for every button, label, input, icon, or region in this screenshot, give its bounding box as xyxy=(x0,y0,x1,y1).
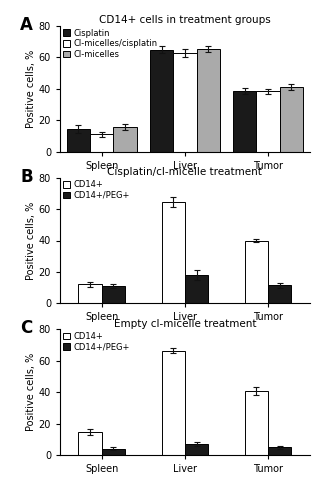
Bar xyxy=(90,134,113,152)
Bar xyxy=(197,49,220,152)
Bar xyxy=(245,240,268,304)
Bar xyxy=(67,129,90,152)
Bar xyxy=(233,91,256,152)
Y-axis label: Positive cells, %: Positive cells, % xyxy=(26,353,36,432)
Bar xyxy=(102,448,125,455)
Bar xyxy=(268,447,291,455)
Bar xyxy=(102,286,125,304)
Title: Cisplatin/cl-micelle treatment: Cisplatin/cl-micelle treatment xyxy=(107,167,262,177)
Title: Empty cl-micelle treatment: Empty cl-micelle treatment xyxy=(114,318,256,328)
Bar xyxy=(245,390,268,455)
Title: CD14+ cells in treatment groups: CD14+ cells in treatment groups xyxy=(99,15,271,25)
Y-axis label: Positive cells, %: Positive cells, % xyxy=(26,50,36,128)
Text: B: B xyxy=(20,168,33,186)
Bar xyxy=(280,88,303,152)
Legend: CD14+, CD14+/PEG+: CD14+, CD14+/PEG+ xyxy=(62,180,131,201)
Bar xyxy=(150,50,173,152)
Legend: Cisplatin, Cl-micelles/cisplatin, Cl-micelles: Cisplatin, Cl-micelles/cisplatin, Cl-mic… xyxy=(62,28,158,60)
Bar xyxy=(78,432,102,455)
Text: C: C xyxy=(20,320,32,338)
Bar xyxy=(161,350,185,455)
Bar xyxy=(113,128,137,152)
Y-axis label: Positive cells, %: Positive cells, % xyxy=(26,202,36,280)
Bar xyxy=(185,444,208,455)
Bar xyxy=(256,91,280,152)
Bar xyxy=(268,286,291,304)
Bar xyxy=(161,202,185,304)
Bar xyxy=(185,275,208,304)
Bar xyxy=(78,284,102,304)
Legend: CD14+, CD14+/PEG+: CD14+, CD14+/PEG+ xyxy=(62,331,131,352)
Text: A: A xyxy=(20,16,33,34)
Bar xyxy=(173,52,197,152)
